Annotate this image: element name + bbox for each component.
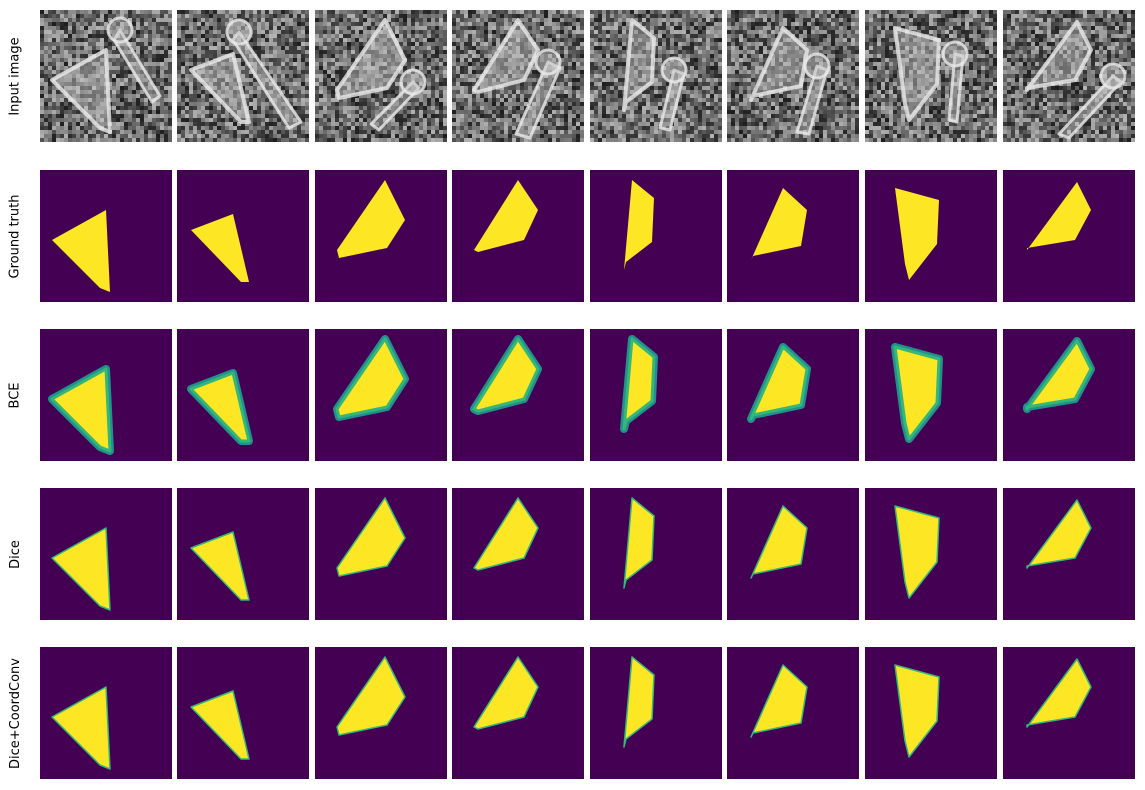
segmentation-mask [590, 647, 722, 779]
row-label-dice: Dice [0, 488, 30, 620]
image-tile-input-1 [40, 10, 172, 142]
row-label-text: Dice+CoordConv [7, 657, 23, 769]
segmentation-mask [727, 647, 859, 779]
noisy-input-image [177, 10, 309, 142]
row-label-gt: Ground truth [0, 170, 30, 302]
image-tile-gt-4 [452, 170, 584, 302]
segmentation-mask [452, 488, 584, 620]
image-tile-dice-7 [865, 488, 997, 620]
image-tile-dice-3 [315, 488, 447, 620]
image-tile-gt-5 [590, 170, 722, 302]
row-label-text: Input image [7, 36, 23, 116]
segmentation-mask [177, 329, 309, 461]
image-tile-input-2 [177, 10, 309, 142]
image-tile-input-4 [452, 10, 584, 142]
row-label-text: BCE [7, 382, 23, 408]
segmentation-mask [1003, 170, 1135, 302]
row-label-text: Ground truth [7, 194, 23, 278]
row-label-input: Input image [0, 10, 30, 142]
segmentation-mask [865, 170, 997, 302]
segmentation-mask [315, 329, 447, 461]
image-tile-gt-3 [315, 170, 447, 302]
segmentation-mask [315, 488, 447, 620]
image-tile-input-3 [315, 10, 447, 142]
image-tile-dice_coord-5 [590, 647, 722, 779]
row-label-text: Dice [7, 539, 23, 569]
segmentation-mask [40, 647, 172, 779]
segmentation-mask [315, 647, 447, 779]
noisy-input-image [452, 10, 584, 142]
segmentation-mask [590, 329, 722, 461]
segmentation-mask [177, 170, 309, 302]
image-tile-bce-7 [865, 329, 997, 461]
image-tile-input-6 [727, 10, 859, 142]
image-tile-dice_coord-6 [727, 647, 859, 779]
image-tile-bce-4 [452, 329, 584, 461]
segmentation-mask [40, 170, 172, 302]
image-tile-bce-6 [727, 329, 859, 461]
image-tile-input-5 [590, 10, 722, 142]
row-label-dice_coord: Dice+CoordConv [0, 647, 30, 779]
segmentation-mask [865, 329, 997, 461]
row-label-bce: BCE [0, 329, 30, 461]
segmentation-mask [590, 488, 722, 620]
image-tile-gt-1 [40, 170, 172, 302]
image-tile-gt-7 [865, 170, 997, 302]
image-tile-dice_coord-4 [452, 647, 584, 779]
image-tile-gt-8 [1003, 170, 1135, 302]
segmentation-mask [727, 329, 859, 461]
segmentation-mask [1003, 647, 1135, 779]
image-tile-dice-5 [590, 488, 722, 620]
image-tile-dice_coord-1 [40, 647, 172, 779]
image-tile-bce-5 [590, 329, 722, 461]
image-tile-bce-3 [315, 329, 447, 461]
segmentation-mask [177, 647, 309, 779]
noisy-input-image [315, 10, 447, 142]
segmentation-mask [727, 170, 859, 302]
segmentation-mask [177, 488, 309, 620]
image-tile-dice-8 [1003, 488, 1135, 620]
image-tile-gt-2 [177, 170, 309, 302]
segmentation-mask [590, 170, 722, 302]
image-tile-dice-6 [727, 488, 859, 620]
segmentation-mask [1003, 488, 1135, 620]
image-tile-input-7 [865, 10, 997, 142]
noisy-input-image [1003, 10, 1135, 142]
segmentation-mask [315, 170, 447, 302]
image-tile-dice_coord-2 [177, 647, 309, 779]
segmentation-mask [452, 170, 584, 302]
image-tile-bce-8 [1003, 329, 1135, 461]
segmentation-mask [865, 488, 997, 620]
segmentation-mask [40, 329, 172, 461]
noisy-input-image [727, 10, 859, 142]
image-tile-dice-4 [452, 488, 584, 620]
noisy-input-image [40, 10, 172, 142]
segmentation-mask [40, 488, 172, 620]
segmentation-mask [452, 647, 584, 779]
image-tile-bce-2 [177, 329, 309, 461]
segmentation-mask [1003, 329, 1135, 461]
image-tile-dice_coord-7 [865, 647, 997, 779]
segmentation-mask [727, 488, 859, 620]
image-tile-bce-1 [40, 329, 172, 461]
segmentation-mask [452, 329, 584, 461]
segmentation-mask [865, 647, 997, 779]
image-tile-gt-6 [727, 170, 859, 302]
image-tile-dice-2 [177, 488, 309, 620]
image-tile-dice-1 [40, 488, 172, 620]
image-tile-input-8 [1003, 10, 1135, 142]
image-tile-dice_coord-3 [315, 647, 447, 779]
noisy-input-image [590, 10, 722, 142]
image-tile-dice_coord-8 [1003, 647, 1135, 779]
noisy-input-image [865, 10, 997, 142]
